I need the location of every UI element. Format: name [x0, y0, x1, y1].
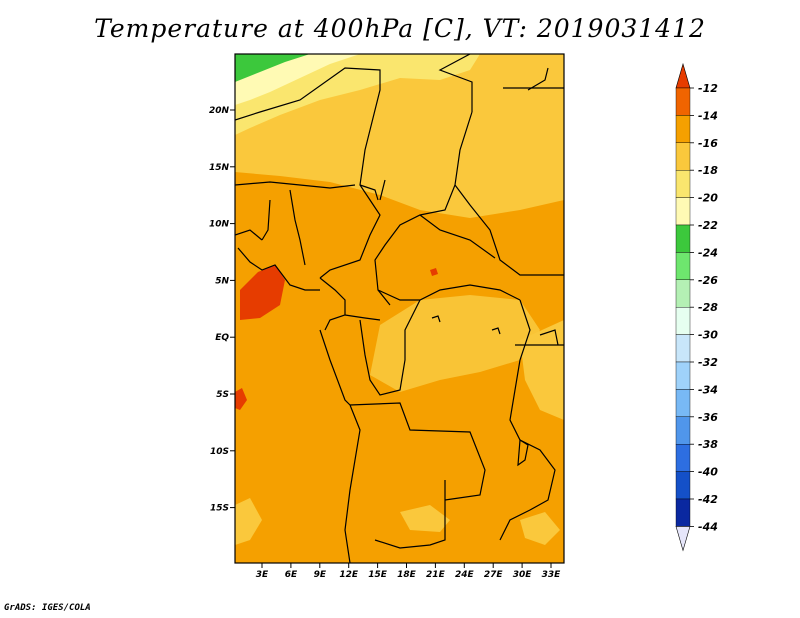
- colorbar-segment: [675, 142, 691, 171]
- lat-label: 5S: [216, 390, 229, 400]
- colorbar-label: -14: [698, 109, 718, 122]
- map-frame: [234, 53, 565, 564]
- lat-label: EQ: [215, 333, 229, 343]
- colorbar: [675, 62, 694, 552]
- lat-label: 10N: [209, 220, 230, 230]
- lon-label: 24E: [455, 570, 475, 580]
- colorbar-label: -34: [698, 383, 718, 396]
- colorbar-segment: [675, 444, 691, 472]
- lon-label: 27E: [484, 570, 504, 580]
- colorbar-segment: [675, 334, 691, 363]
- colorbar-segment: [675, 87, 691, 116]
- country-borders: [235, 54, 564, 563]
- colorbar-top-arrow: [675, 62, 691, 89]
- colorbar-bottom-arrow: [675, 526, 691, 552]
- colorbar-label: -28: [698, 301, 718, 314]
- lon-label: 30E: [513, 570, 533, 580]
- lon-label: 6E: [285, 570, 298, 580]
- colorbar-label: -22: [698, 219, 718, 232]
- colorbar-label: -20: [698, 192, 718, 205]
- temperature-field: [235, 54, 564, 563]
- lon-label: 12E: [339, 570, 359, 580]
- lat-label: 5N: [215, 276, 229, 286]
- colorbar-segment: [675, 252, 691, 280]
- lon-label: 9E: [314, 570, 327, 580]
- colorbar-label: -30: [698, 329, 718, 342]
- lat-label: 15N: [209, 163, 230, 173]
- colorbar-segment: [675, 224, 691, 253]
- colorbar-label: -26: [698, 274, 718, 287]
- colorbar-label: -40: [698, 466, 718, 479]
- lat-label: 15S: [210, 504, 229, 514]
- colorbar-label: -16: [698, 137, 718, 150]
- colorbar-label: -38: [698, 438, 718, 451]
- lon-label: 33E: [542, 570, 562, 580]
- colorbar-label: -44: [698, 520, 718, 533]
- colorbar-label: -32: [698, 356, 718, 369]
- colorbar-segment: [675, 471, 691, 500]
- lon-label: 3E: [256, 570, 269, 580]
- colorbar-label: -12: [698, 82, 718, 95]
- colorbar-segment: [675, 416, 691, 445]
- colorbar-segment: [675, 498, 691, 527]
- colorbar-segment: [675, 115, 691, 144]
- colorbar-label: -18: [698, 164, 718, 177]
- lat-label: 10S: [210, 447, 229, 457]
- colorbar-segment: [675, 361, 691, 390]
- map-title: Temperature at 400hPa [C], VT: 201903141…: [94, 14, 706, 43]
- lat-label: 20N: [209, 106, 230, 116]
- colorbar-label: -42: [698, 493, 718, 506]
- colorbar-segment: [675, 279, 691, 308]
- colorbar-label: -36: [698, 411, 718, 424]
- colorbar-segment: [675, 169, 691, 198]
- colorbar-segment: [675, 307, 691, 335]
- colorbar-label: -24: [698, 246, 718, 259]
- lon-label: 18E: [397, 570, 417, 580]
- lon-label: 15E: [368, 570, 388, 580]
- lon-label: 21E: [426, 570, 446, 580]
- colorbar-segment: [675, 197, 691, 226]
- grads-credit: GrADS: IGES/COLA: [4, 603, 91, 613]
- colorbar-segment: [675, 389, 691, 417]
